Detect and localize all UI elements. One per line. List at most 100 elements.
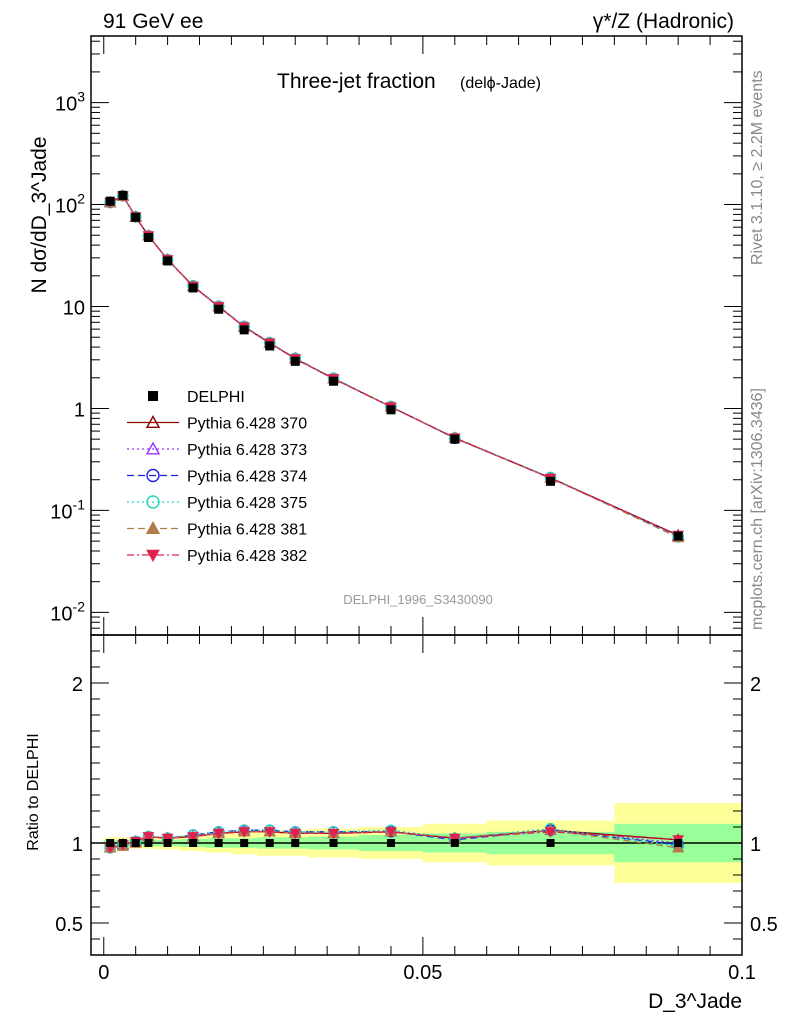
mc-point <box>212 828 225 840</box>
series-line <box>109 194 679 536</box>
data-point <box>546 476 556 486</box>
series-line <box>109 195 679 539</box>
ratio-panel: 0 0.05 0.1 0.5 0.5 1 1 2 2 <box>55 36 778 984</box>
data-point <box>450 434 460 444</box>
legend-label: Pythia 6.428 381 <box>187 522 307 539</box>
ratio-tick-label-right: 0.5 <box>750 914 778 936</box>
mc-point <box>145 415 161 428</box>
data-point <box>386 839 395 847</box>
mc-point <box>145 441 161 455</box>
side-label-mcplots: mcplots.cern.ch [arXiv:1306.3436] <box>749 388 766 630</box>
data-point <box>265 341 275 351</box>
mc-point <box>145 521 161 534</box>
data-point <box>143 233 153 243</box>
data-point <box>265 839 274 847</box>
series-4 <box>103 189 685 543</box>
data-point <box>189 839 198 847</box>
mc-point <box>263 827 276 838</box>
mc-point <box>146 549 160 563</box>
ratio-tick-label-right: 2 <box>750 674 761 696</box>
mc-point <box>146 495 160 509</box>
mc-point <box>544 827 557 838</box>
data-point <box>674 839 683 847</box>
data-point <box>131 212 141 222</box>
y-tick-label: 103 <box>55 89 85 116</box>
y-axis-ticks <box>91 40 742 636</box>
ratio-tick-label: 1 <box>72 834 83 856</box>
legend-label: Pythia 6.428 373 <box>187 442 307 459</box>
data-point <box>163 256 173 266</box>
mc-point <box>327 828 340 840</box>
y-tick-labels: 10-2 10-1 1 10 102 103 <box>50 89 85 626</box>
series-5 <box>104 191 685 542</box>
x-axis-label: D_3^Jade <box>648 990 742 1013</box>
data-point <box>118 190 128 200</box>
data-point <box>131 839 140 847</box>
data-point <box>106 839 115 847</box>
ratio-series-5 <box>104 827 685 854</box>
mc-point <box>385 827 397 838</box>
series-0 <box>103 189 685 540</box>
legend-label: DELPHI <box>187 389 245 406</box>
ratio-tick-label-right: 1 <box>750 834 761 856</box>
chart-subtitle: (delϕ-Jade) <box>460 75 541 92</box>
mc-point <box>289 828 302 840</box>
mc-point <box>146 468 160 483</box>
series-line <box>109 194 679 538</box>
data-point <box>291 839 300 847</box>
x-tick-label: 0.05 <box>403 962 442 984</box>
data-point <box>214 839 223 847</box>
x-tick-label: 0.1 <box>728 962 756 984</box>
mc-point <box>161 833 174 845</box>
y-tick-label: 10-2 <box>50 598 85 625</box>
data-point <box>673 531 683 541</box>
ratio-tick-label: 0.5 <box>55 914 83 936</box>
legend-label: Pythia 6.428 370 <box>187 416 307 433</box>
header-left: 91 GeV ee <box>103 10 203 33</box>
data-point <box>188 283 198 293</box>
mc-point <box>142 832 155 843</box>
ratio-data-series <box>106 839 683 847</box>
legend-item: Pythia 6.428 373 <box>127 441 307 459</box>
series-3 <box>104 190 684 543</box>
data-point <box>214 304 224 314</box>
mc-point <box>671 841 685 853</box>
x-axis-ticks <box>103 36 743 955</box>
ratio-ticks <box>91 650 742 940</box>
data-point <box>450 839 459 847</box>
ratio-tick-label: 2 <box>72 674 83 696</box>
series-1 <box>103 189 685 541</box>
header-right: γ*/Z (Hadronic) <box>593 10 734 33</box>
legend-item: Pythia 6.428 370 <box>127 415 307 433</box>
data-point <box>144 839 153 847</box>
legend: DELPHI Pythia 6.428 370 Pythia 6.428 373 Py… <box>127 389 307 565</box>
y-axis-label: N dσ/dD_3^Jade <box>28 136 51 293</box>
main-panel: 10-2 10-1 1 10 102 103 <box>50 35 743 636</box>
data-point <box>240 839 249 847</box>
y-tick-label: 10-1 <box>50 496 85 523</box>
legend-item: Pythia 6.428 381 <box>127 521 307 539</box>
x-tick-label: 0 <box>98 962 109 984</box>
mc-point <box>238 827 251 838</box>
data-point <box>163 839 172 847</box>
ratio-axis-label: Ratio to DELPHI <box>25 733 42 850</box>
data-point <box>239 325 249 335</box>
legend-label: Pythia 6.428 375 <box>187 495 307 512</box>
legend-label: Pythia 6.428 374 <box>187 469 307 486</box>
data-point <box>105 196 115 206</box>
series-2 <box>104 190 684 543</box>
legend-item: DELPHI <box>148 389 245 406</box>
data-point <box>148 391 158 401</box>
ratio-frame <box>90 634 743 956</box>
data-point <box>329 839 338 847</box>
data-point <box>386 405 396 415</box>
data-point <box>329 376 339 386</box>
mc-point <box>448 833 461 845</box>
legend-label: Pythia 6.428 382 <box>187 548 307 565</box>
legend-item: Pythia 6.428 382 <box>127 548 307 565</box>
data-point <box>118 839 127 847</box>
main-frame <box>90 35 743 636</box>
mc-point <box>187 832 199 843</box>
y-tick-label: 1 <box>74 399 85 421</box>
